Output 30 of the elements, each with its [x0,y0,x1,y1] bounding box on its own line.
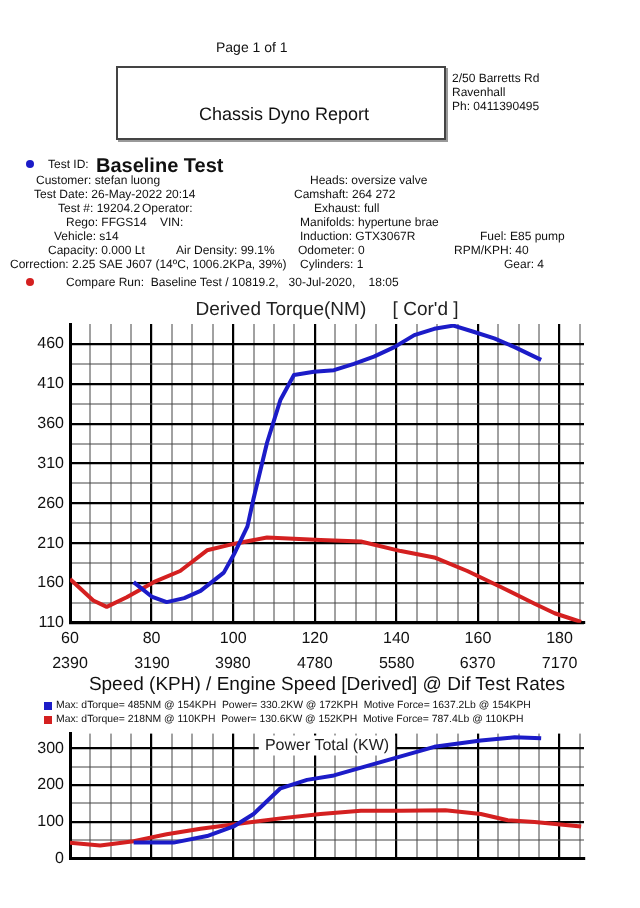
chart-title: Power Total (KW) [264,736,390,755]
x-tick-label: 180 [546,628,574,647]
y-tick-label: 260 [37,493,66,512]
x2-tick-label: 7170 [541,654,579,673]
y-tick-label: 210 [37,533,66,552]
x2-tick-label: 5580 [378,654,416,673]
y-tick-label: 360 [37,414,66,433]
y-tick-label: 160 [37,573,66,592]
chart-title: Derived Torque(NM) [ Cor'd ] [195,299,459,322]
y-tick-label: 410 [37,374,66,393]
x-axis-title: Speed (KPH) / Engine Speed [Derived] @ Dif Test Rates [88,673,566,696]
x2-tick-label: 4780 [296,654,334,673]
y-tick-label: 300 [37,738,66,757]
x-tick-label: 120 [301,628,330,647]
x-tick-label: 100 [219,628,248,647]
x2-tick-label: 3190 [134,654,171,673]
y-tick-label: 0 [55,848,66,867]
y-tick-label: 200 [37,775,66,794]
x-tick-label: 140 [382,628,411,647]
y-tick-label: 110 [38,613,66,632]
x-tick-label: 80 [142,628,162,647]
x-tick-label: 60 [61,628,80,647]
x2-tick-label: 3980 [215,654,252,673]
y-tick-label: 100 [37,812,66,831]
text: Chassis Dyno Report [196,102,372,126]
y-tick-label: 310 [37,453,66,472]
x2-tick-label: 2390 [52,654,89,673]
x-tick-label: 160 [464,628,493,647]
x2-tick-label: 6370 [459,654,497,673]
y-tick-label: 460 [37,334,66,353]
